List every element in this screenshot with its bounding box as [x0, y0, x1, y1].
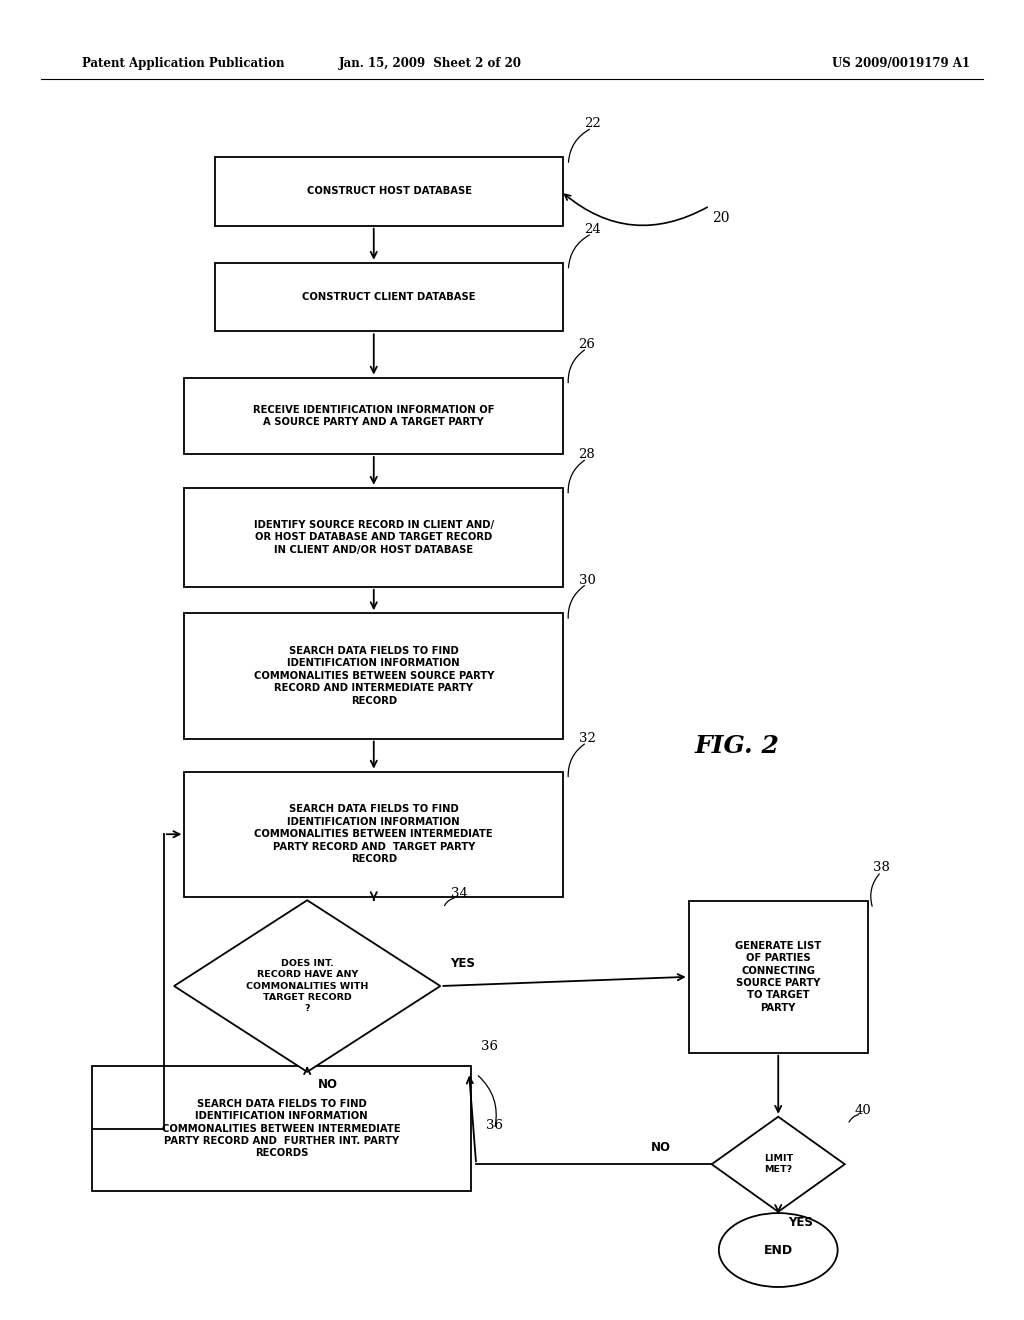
- FancyBboxPatch shape: [184, 612, 563, 739]
- Polygon shape: [174, 900, 440, 1072]
- Text: 24: 24: [584, 223, 600, 236]
- FancyBboxPatch shape: [184, 378, 563, 454]
- Text: YES: YES: [788, 1216, 813, 1229]
- FancyBboxPatch shape: [184, 771, 563, 898]
- FancyBboxPatch shape: [688, 900, 867, 1053]
- Text: 30: 30: [579, 573, 595, 586]
- Text: GENERATE LIST
OF PARTIES
CONNECTING
SOURCE PARTY
TO TARGET
PARTY: GENERATE LIST OF PARTIES CONNECTING SOUR…: [735, 941, 821, 1012]
- FancyBboxPatch shape: [184, 488, 563, 586]
- Text: 28: 28: [579, 449, 595, 461]
- Text: Jan. 15, 2009  Sheet 2 of 20: Jan. 15, 2009 Sheet 2 of 20: [339, 57, 521, 70]
- FancyBboxPatch shape: [215, 263, 563, 331]
- Text: US 2009/0019179 A1: US 2009/0019179 A1: [833, 57, 970, 70]
- Text: SEARCH DATA FIELDS TO FIND
IDENTIFICATION INFORMATION
COMMONALITIES BETWEEN INTE: SEARCH DATA FIELDS TO FIND IDENTIFICATIO…: [162, 1098, 401, 1159]
- Text: YES: YES: [451, 957, 475, 970]
- Text: NO: NO: [650, 1140, 671, 1154]
- FancyBboxPatch shape: [92, 1067, 471, 1191]
- Text: SEARCH DATA FIELDS TO FIND
IDENTIFICATION INFORMATION
COMMONALITIES BETWEEN SOUR: SEARCH DATA FIELDS TO FIND IDENTIFICATIO…: [254, 645, 494, 706]
- Text: END: END: [764, 1243, 793, 1257]
- Text: CONSTRUCT CLIENT DATABASE: CONSTRUCT CLIENT DATABASE: [302, 292, 476, 302]
- Text: 34: 34: [451, 887, 467, 900]
- Text: RECEIVE IDENTIFICATION INFORMATION OF
A SOURCE PARTY AND A TARGET PARTY: RECEIVE IDENTIFICATION INFORMATION OF A …: [253, 405, 495, 426]
- Text: FIG. 2: FIG. 2: [695, 734, 779, 758]
- Text: SEARCH DATA FIELDS TO FIND
IDENTIFICATION INFORMATION
COMMONALITIES BETWEEN INTE: SEARCH DATA FIELDS TO FIND IDENTIFICATIO…: [254, 804, 494, 865]
- Text: 20: 20: [712, 211, 729, 226]
- Ellipse shape: [719, 1213, 838, 1287]
- Text: 40: 40: [855, 1104, 871, 1117]
- Text: 38: 38: [872, 861, 890, 874]
- Text: 22: 22: [584, 117, 600, 131]
- Text: Patent Application Publication: Patent Application Publication: [82, 57, 285, 70]
- FancyBboxPatch shape: [215, 157, 563, 226]
- Text: 32: 32: [579, 731, 595, 744]
- Text: IDENTIFY SOURCE RECORD IN CLIENT AND/
OR HOST DATABASE AND TARGET RECORD
IN CLIE: IDENTIFY SOURCE RECORD IN CLIENT AND/ OR…: [254, 520, 494, 554]
- Polygon shape: [712, 1117, 845, 1212]
- Text: NO: NO: [317, 1078, 338, 1092]
- Text: 26: 26: [579, 338, 595, 351]
- Text: DOES INT.
RECORD HAVE ANY
COMMONALITIES WITH
TARGET RECORD
?: DOES INT. RECORD HAVE ANY COMMONALITIES …: [246, 960, 369, 1012]
- Text: 36: 36: [481, 1040, 499, 1053]
- Text: 36: 36: [486, 1119, 504, 1131]
- Text: CONSTRUCT HOST DATABASE: CONSTRUCT HOST DATABASE: [306, 186, 472, 197]
- Text: LIMIT
MET?: LIMIT MET?: [764, 1154, 793, 1175]
